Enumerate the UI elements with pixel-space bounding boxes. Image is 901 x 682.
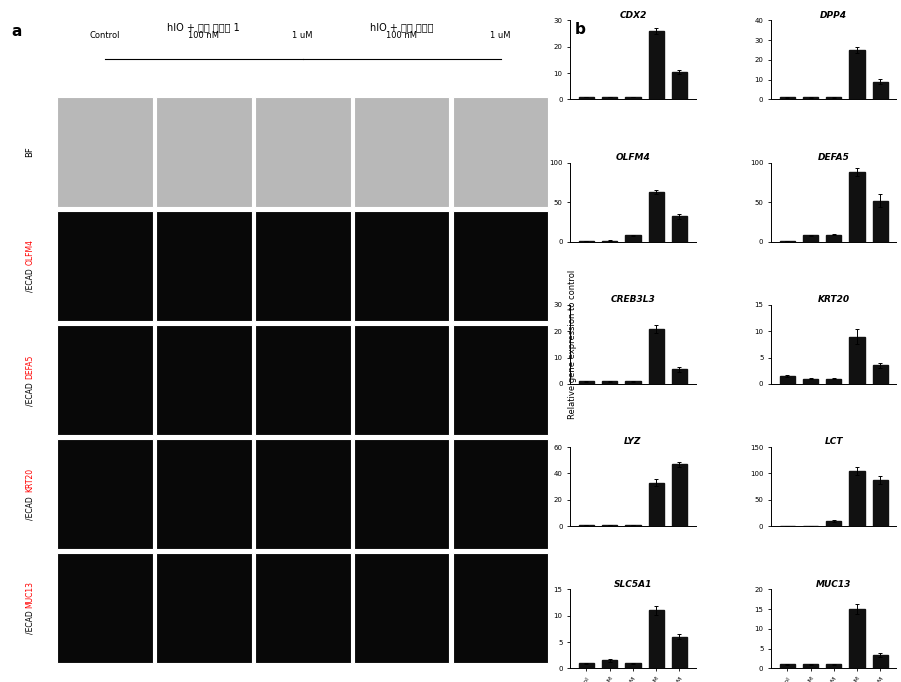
- Title: SLC5A1: SLC5A1: [614, 580, 652, 589]
- Text: 1 uM: 1 uM: [293, 31, 313, 40]
- Bar: [57, 439, 152, 549]
- Title: LCT: LCT: [824, 437, 843, 446]
- Bar: [255, 325, 350, 435]
- Title: MUC13: MUC13: [816, 580, 851, 589]
- Title: OLFM4: OLFM4: [615, 153, 651, 162]
- Bar: [649, 31, 664, 100]
- Text: DEFA5: DEFA5: [25, 354, 34, 379]
- Bar: [602, 660, 617, 668]
- Title: DEFA5: DEFA5: [818, 153, 850, 162]
- Bar: [156, 97, 251, 207]
- Title: LYZ: LYZ: [624, 437, 642, 446]
- Bar: [779, 98, 795, 100]
- Bar: [453, 97, 549, 207]
- Text: 1 uM: 1 uM: [490, 31, 511, 40]
- Text: /ECAD: /ECAD: [25, 496, 34, 520]
- Bar: [803, 235, 818, 241]
- Bar: [453, 439, 549, 549]
- Bar: [873, 201, 887, 241]
- Bar: [649, 483, 664, 526]
- Bar: [579, 97, 594, 100]
- Bar: [453, 325, 549, 435]
- Bar: [850, 609, 865, 668]
- Bar: [255, 97, 350, 207]
- Bar: [602, 97, 617, 100]
- Bar: [57, 211, 152, 321]
- Text: KRT20: KRT20: [25, 469, 34, 492]
- Bar: [803, 664, 818, 668]
- Bar: [579, 663, 594, 668]
- Bar: [453, 553, 549, 663]
- Title: KRT20: KRT20: [818, 295, 850, 304]
- Bar: [57, 553, 152, 663]
- Bar: [826, 664, 842, 668]
- Bar: [579, 525, 594, 526]
- Title: CDX2: CDX2: [619, 11, 647, 20]
- Bar: [57, 325, 152, 435]
- Bar: [602, 525, 617, 526]
- Bar: [453, 211, 549, 321]
- Text: a: a: [12, 24, 23, 39]
- Text: b: b: [575, 22, 586, 37]
- Text: /ECAD: /ECAD: [25, 268, 34, 292]
- Bar: [826, 379, 842, 384]
- Bar: [672, 72, 687, 100]
- Bar: [873, 655, 887, 668]
- Bar: [672, 216, 687, 241]
- Text: hIO + 유사 대사체 1: hIO + 유사 대사체 1: [168, 22, 240, 32]
- Bar: [803, 98, 818, 100]
- Text: MUC13: MUC13: [25, 581, 34, 608]
- Text: /ECAD: /ECAD: [25, 382, 34, 406]
- Bar: [672, 370, 687, 384]
- Bar: [354, 439, 450, 549]
- Bar: [156, 211, 251, 321]
- Bar: [579, 381, 594, 384]
- Bar: [826, 521, 842, 526]
- Bar: [625, 381, 641, 384]
- Text: 100 nM: 100 nM: [188, 31, 219, 40]
- Bar: [850, 471, 865, 526]
- Bar: [354, 325, 450, 435]
- Bar: [649, 192, 664, 241]
- Text: Control: Control: [89, 31, 120, 40]
- Bar: [779, 376, 795, 384]
- Title: CREB3L3: CREB3L3: [611, 295, 655, 304]
- Bar: [649, 329, 664, 384]
- Bar: [156, 325, 251, 435]
- Bar: [873, 82, 887, 100]
- Bar: [255, 439, 350, 549]
- Text: /ECAD: /ECAD: [25, 610, 34, 634]
- Title: DPP4: DPP4: [820, 11, 847, 20]
- Bar: [779, 664, 795, 668]
- Bar: [625, 97, 641, 100]
- Text: 100 nM: 100 nM: [387, 31, 417, 40]
- Bar: [625, 663, 641, 668]
- Bar: [803, 379, 818, 384]
- Bar: [826, 235, 842, 241]
- Bar: [602, 381, 617, 384]
- Bar: [873, 479, 887, 526]
- Bar: [255, 553, 350, 663]
- Bar: [672, 637, 687, 668]
- Text: Relative gene expression to control: Relative gene expression to control: [569, 270, 578, 419]
- Bar: [354, 211, 450, 321]
- Bar: [354, 553, 450, 663]
- Bar: [672, 464, 687, 526]
- Bar: [625, 525, 641, 526]
- Bar: [354, 97, 450, 207]
- Bar: [625, 235, 641, 241]
- Bar: [57, 97, 152, 207]
- Bar: [873, 366, 887, 384]
- Bar: [850, 336, 865, 384]
- Bar: [850, 172, 865, 241]
- Bar: [156, 439, 251, 549]
- Text: hIO + 표적 대사체: hIO + 표적 대사체: [370, 22, 433, 32]
- Bar: [156, 553, 251, 663]
- Bar: [255, 211, 350, 321]
- Text: OLFM4: OLFM4: [25, 239, 34, 265]
- Bar: [826, 98, 842, 100]
- Bar: [850, 50, 865, 100]
- Text: BF: BF: [25, 147, 34, 158]
- Bar: [649, 610, 664, 668]
